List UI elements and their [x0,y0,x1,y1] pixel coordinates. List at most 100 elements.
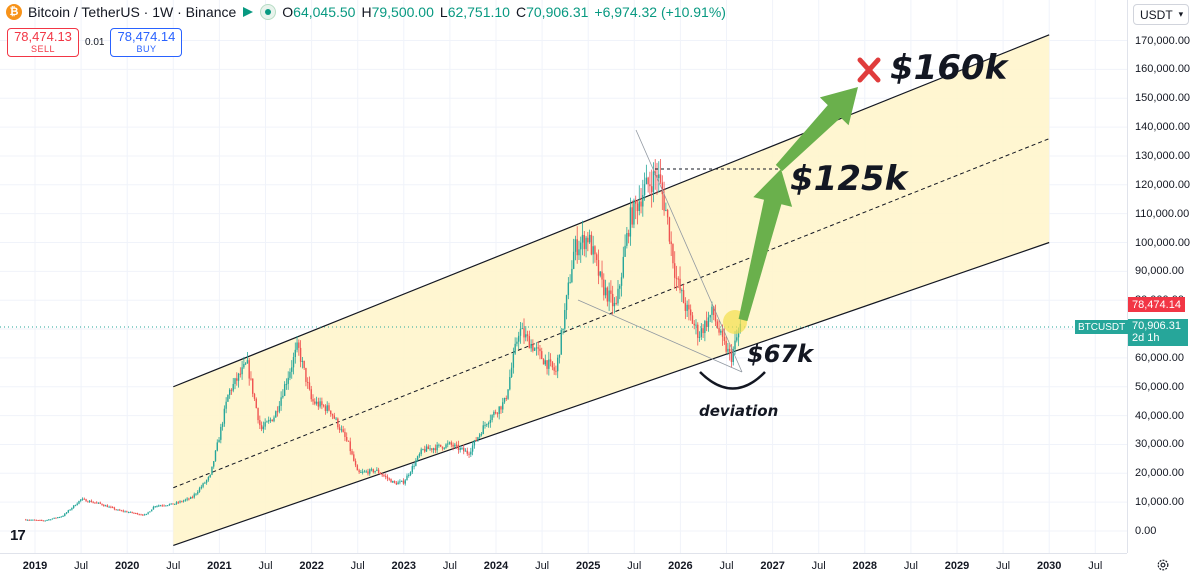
candle-body [250,378,252,380]
time-tick-label: Jul [350,560,365,572]
candle-body [188,498,190,500]
candle-body [244,363,247,365]
gear-icon[interactable] [1156,558,1170,572]
time-tick-label: Jul [811,560,826,572]
sell-button[interactable]: 78,474.13 SELL [7,28,79,57]
time-tick-label: Jul [258,560,273,572]
price-axis[interactable] [1127,0,1199,553]
candle-body [601,271,603,280]
candle-body [516,341,518,344]
candle-body [548,359,550,369]
candle-body [360,472,362,474]
candle-body [431,448,433,450]
candle-body [565,295,568,311]
tradingview-logo[interactable]: 17 [10,527,26,544]
candle-body [42,520,45,522]
candle-body [292,356,295,368]
candle-body [108,506,110,508]
buy-button[interactable]: 78,474.14 BUY [110,28,183,57]
candle-body [562,328,564,330]
candle-body [367,471,369,474]
candle-body [197,491,199,494]
price-chart: $160k $125k $67k deviation [0,0,1127,553]
candle-body [707,317,710,328]
candle-body [404,480,406,484]
candle-body [736,337,738,341]
candle-body [267,420,270,422]
candle-body [149,511,151,513]
candle-body [466,450,468,454]
candle-body [328,405,330,411]
candle-body [478,434,481,438]
candle-body [473,440,476,446]
open-label: O [282,4,294,20]
candle-body [234,378,236,384]
candle-body [33,519,36,521]
candle-body [688,304,690,310]
flag-icon[interactable] [242,6,254,18]
candle-body [324,406,327,411]
candle-body [276,411,279,413]
channel-upper-line [173,34,1050,388]
candle-body [28,519,31,521]
candle-body [386,476,389,479]
wedge-line-lower [577,299,743,373]
symbol-title[interactable]: Bitcoin / TetherUS · 1W · Binance [28,4,237,20]
candle-body [351,451,353,455]
candle-body [377,469,380,473]
candle-body [60,516,62,518]
bitcoin-icon: ₿ [6,4,22,20]
candle-body [564,310,566,329]
currency-select[interactable]: USDT ▾ [1133,4,1189,25]
candle-body [152,506,155,510]
candle-body [587,237,589,243]
candle-body [697,324,699,338]
candle-body [613,302,616,307]
candle-body [96,502,98,504]
candle-body [205,480,208,483]
candle-body [154,506,156,508]
candle-body [681,290,683,292]
currency-label: USDT [1140,7,1173,22]
candle-body [629,207,632,237]
candle-body [457,444,460,450]
candle-body [338,427,341,430]
candle-body [429,448,431,450]
candle-body [571,268,573,283]
candle-body [608,290,610,302]
time-axis[interactable] [0,553,1127,581]
candle-body [356,465,359,471]
candle-body [85,499,87,502]
market-status-icon[interactable] [260,4,277,20]
candle-body [402,480,405,484]
candle-body [647,177,649,185]
chart-plot-area[interactable]: $160k $125k $67k deviation [0,0,1127,553]
candle-body [372,469,375,473]
candle-body [181,501,183,503]
candle-body [551,361,554,368]
candle-body [716,321,718,328]
candle-body [480,433,483,435]
candle-body [546,360,548,369]
candle-body [611,293,614,307]
candle-body [523,328,525,338]
projection-arrow-2 [775,87,858,172]
candle-body [661,182,664,195]
candle-body [675,277,678,279]
price-tick-label: 130,000.00 [1135,149,1191,162]
candle-body [142,514,144,516]
candle-body [455,444,458,446]
candle-body [119,509,121,511]
candle-body [672,244,674,264]
candle-body [470,451,472,455]
candle-body [509,377,511,390]
candle-body [174,503,176,505]
price-tick-label: 160,000.00 [1135,63,1191,76]
candle-body [409,472,412,475]
trade-panel: 78,474.13 SELL 0.01 78,474.14 BUY [7,28,183,57]
spread-value: 0.01 [85,37,105,48]
candle-body [585,237,587,250]
candle-body [246,360,249,364]
candle-body [280,397,282,406]
candle-body [519,328,522,336]
